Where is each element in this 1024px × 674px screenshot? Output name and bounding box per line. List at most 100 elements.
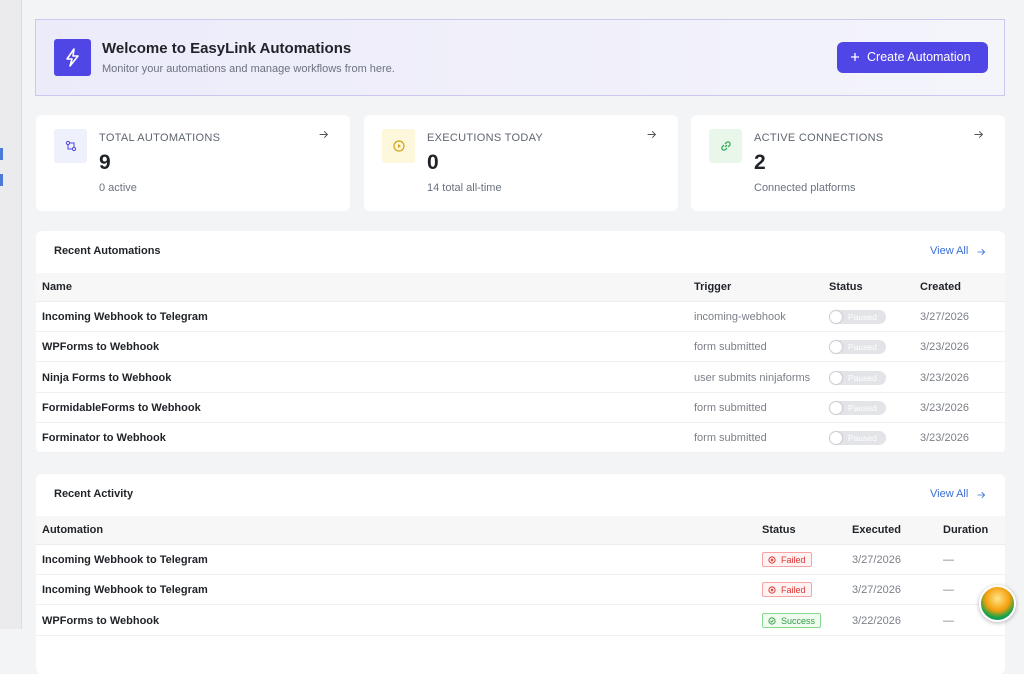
cell-text: form submitted (694, 401, 767, 414)
icon (393, 140, 405, 152)
stat-label: TOTAL AUTOMATIONS (99, 132, 221, 144)
status-badge: Success (762, 612, 822, 628)
avatar[interactable] (979, 585, 1016, 622)
cell-text: 3/23/2026 (920, 401, 969, 414)
content: TOTAL AUTOMATIONS 9 0 active EXECUTIONS TOD… (36, 115, 1005, 674)
toggle-label: Paused (848, 433, 877, 444)
cell-name: FormidableForms to Webhook (42, 401, 201, 414)
table-title: Recent Automations (54, 245, 161, 257)
table-header: Automation Status Executed Duration (36, 516, 1005, 545)
stat-card[interactable]: EXECUTIONS TODAY 0 14 total all-time (364, 115, 678, 211)
stat-note: Connected platforms (754, 182, 856, 194)
stat-card[interactable]: TOTAL AUTOMATIONS 9 0 active (36, 115, 350, 211)
toggle-label: Paused (848, 312, 877, 322)
bolt-icon (66, 48, 79, 67)
table-row[interactable]: Ninja Forms to Webhook user submits ninja… (36, 363, 1005, 393)
view-all-link[interactable]: View All (930, 245, 990, 259)
column-header: Name (42, 281, 72, 293)
create-button[interactable]: Create Automation (837, 42, 988, 73)
stat-card[interactable]: ACTIVE CONNECTIONS 2 Connected platforms (691, 115, 1005, 211)
column-header: Executed (852, 524, 901, 536)
badge-label: Success (781, 615, 816, 626)
stat-icon (54, 129, 87, 163)
cell-text: — (943, 584, 954, 597)
stat-icon (382, 129, 415, 163)
view-all-link[interactable]: View All (930, 488, 990, 502)
banner-subtitle: Monitor your automations and manage work… (102, 63, 395, 75)
button-label: Create Automation (867, 50, 971, 64)
table-row[interactable]: Incoming Webhook to Telegram Failed 3/27/2… (36, 575, 1005, 606)
arrow-icon (647, 131, 657, 138)
column-header: Duration (943, 524, 989, 536)
cell-name: WPForms to Webhook (42, 614, 160, 627)
cell-name: Forminator to Webhook (42, 432, 166, 445)
stat-value: 0 (427, 151, 439, 174)
arrow-icon (319, 131, 329, 138)
status-icon (768, 616, 776, 625)
table-row[interactable]: WPForms to Webhook form submitted Paused 3/… (36, 332, 1005, 363)
column-header: Created (920, 281, 961, 293)
toggle-label: Paused (848, 372, 877, 383)
cell-text: — (943, 554, 954, 566)
arrow-icon (974, 131, 984, 138)
badge-label: Failed (781, 555, 806, 565)
icon (65, 140, 77, 152)
table-row[interactable]: Forminator to Webhook form submitted Pause… (36, 423, 1005, 453)
stat-value: 2 (754, 151, 766, 174)
cell-name: Incoming Webhook to Telegram (42, 311, 208, 323)
cell-text: form submitted (694, 432, 767, 445)
status-toggle[interactable]: Paused (829, 310, 886, 324)
status-toggle[interactable]: Paused (829, 431, 886, 446)
welcome-banner: Welcome to EasyLink Automations Monitor … (35, 19, 1005, 96)
stat-value: 9 (99, 151, 111, 174)
table-card: Recent Activity View All Automation Status E… (36, 474, 1005, 674)
stat-label: EXECUTIONS TODAY (427, 132, 544, 144)
banner-icon (54, 39, 91, 76)
table-row[interactable]: FormidableForms to Webhook form submitted… (36, 393, 1005, 423)
status-badge: Failed (762, 582, 812, 598)
stat-label: ACTIVE CONNECTIONS (754, 132, 884, 144)
cell-name: Ninja Forms to Webhook (42, 371, 172, 384)
link-label: View All (930, 245, 969, 257)
arrow-icon (977, 491, 986, 499)
toggle-knob (830, 401, 842, 414)
status-toggle[interactable]: Paused (829, 340, 886, 355)
toggle-knob (830, 311, 842, 323)
column-header: Trigger (694, 281, 732, 293)
toggle-label: Paused (848, 402, 877, 413)
sidebar-edge (0, 0, 22, 629)
cell-text: incoming-webhook (694, 311, 786, 323)
status-icon (768, 586, 776, 594)
cell-text: 3/23/2026 (920, 341, 969, 354)
cell-name: Incoming Webhook to Telegram (42, 584, 208, 597)
status-toggle[interactable]: Paused (829, 370, 886, 385)
cell-text: form submitted (694, 341, 767, 354)
toggle-knob (830, 371, 842, 384)
column-header: Status (829, 281, 863, 293)
badge-label: Failed (781, 585, 806, 596)
column-header: Automation (42, 524, 104, 536)
cell-text: 3/23/2026 (920, 371, 969, 384)
toggle-knob (830, 341, 842, 354)
table-row[interactable]: WPForms to Webhook Success 3/22/2026 — (36, 606, 1005, 636)
toggle-label: Paused (848, 342, 877, 353)
stat-icon (709, 129, 742, 163)
table-row[interactable]: Incoming Webhook to Telegram Failed 3/27/2… (36, 545, 1005, 575)
stat-note: 14 total all-time (427, 182, 502, 194)
sidebar-marker (0, 174, 3, 186)
cell-text: 3/23/2026 (920, 432, 969, 445)
stat-note: 0 active (99, 182, 137, 194)
table-row[interactable]: Incoming Webhook to Telegram incoming-web… (36, 302, 1005, 332)
table-card: Recent Automations View All Name Trigger Sta… (36, 231, 1005, 453)
cell-text: user submits ninjaforms (694, 371, 811, 384)
link-label: View All (930, 488, 969, 500)
sidebar-marker (0, 148, 3, 160)
cell-name: Incoming Webhook to Telegram (42, 554, 208, 566)
arrow-icon (977, 248, 986, 256)
status-toggle[interactable]: Paused (829, 400, 886, 415)
icon (721, 141, 731, 151)
toggle-knob (830, 432, 842, 445)
cell-text: 3/27/2026 (920, 311, 969, 323)
plus-icon (851, 53, 859, 61)
